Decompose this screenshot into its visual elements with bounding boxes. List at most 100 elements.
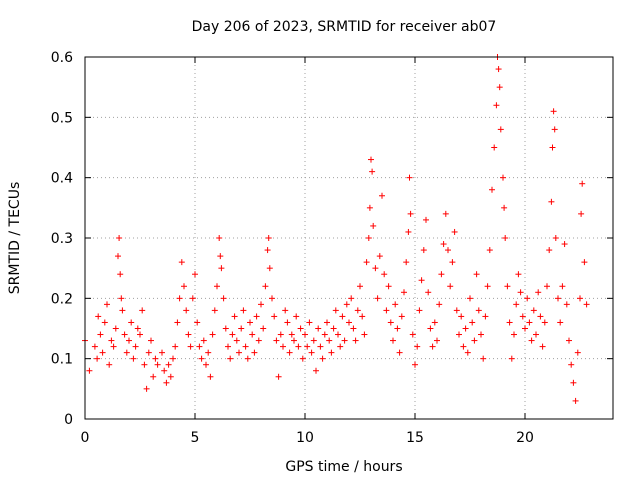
data-point xyxy=(544,283,550,290)
data-point xyxy=(557,319,564,326)
data-point xyxy=(242,343,249,350)
data-point xyxy=(244,355,251,362)
data-point xyxy=(346,319,352,326)
axis-ticks xyxy=(84,56,613,420)
data-point xyxy=(264,247,271,254)
data-point xyxy=(141,361,148,368)
data-point xyxy=(185,331,192,338)
data-point xyxy=(94,355,101,362)
data-point xyxy=(101,319,108,326)
data-point xyxy=(288,331,295,338)
data-point xyxy=(385,283,392,290)
data-point xyxy=(568,361,575,368)
data-point xyxy=(253,313,260,320)
data-point xyxy=(425,289,432,296)
data-point xyxy=(561,241,568,248)
data-point xyxy=(491,144,498,151)
data-point xyxy=(394,325,401,332)
data-point xyxy=(110,343,117,350)
data-point xyxy=(291,337,297,344)
data-point xyxy=(412,361,418,368)
data-point xyxy=(286,349,293,356)
data-point xyxy=(549,144,556,151)
data-point xyxy=(363,259,370,266)
data-point xyxy=(123,349,130,356)
data-point xyxy=(189,295,196,302)
chart-title: Day 206 of 2023, SRMTID for receiver ab0… xyxy=(192,19,497,35)
data-point xyxy=(132,343,139,350)
data-point xyxy=(152,355,159,362)
data-point xyxy=(187,343,194,350)
data-point xyxy=(119,307,126,314)
data-point xyxy=(280,343,286,350)
data-point xyxy=(335,331,341,338)
data-point xyxy=(541,319,548,326)
data-point xyxy=(517,289,524,296)
data-point xyxy=(106,361,113,368)
data-point xyxy=(299,355,306,362)
data-point xyxy=(442,210,449,217)
data-point xyxy=(330,325,337,332)
data-point xyxy=(370,222,377,229)
grid xyxy=(85,57,613,419)
data-point xyxy=(236,349,242,356)
data-point xyxy=(508,355,515,362)
data-point xyxy=(238,325,245,332)
data-point xyxy=(328,349,335,356)
data-point xyxy=(91,343,98,350)
data-point xyxy=(406,174,413,181)
data-point xyxy=(369,168,376,175)
data-point xyxy=(341,337,348,344)
data-point xyxy=(313,367,319,374)
data-point xyxy=(401,289,407,296)
x-tick-label: 15 xyxy=(406,430,424,446)
data-point xyxy=(222,325,229,332)
data-point xyxy=(489,186,495,193)
data-point xyxy=(134,325,141,332)
data-point xyxy=(165,361,172,368)
data-point xyxy=(539,343,546,350)
data-point xyxy=(407,210,414,217)
data-point xyxy=(403,259,410,266)
y-tick-label: 0.4 xyxy=(51,171,73,187)
data-point xyxy=(550,108,557,115)
data-point xyxy=(130,355,137,362)
data-point xyxy=(416,307,423,314)
data-point xyxy=(200,337,207,344)
data-point xyxy=(570,379,577,386)
data-point xyxy=(277,331,284,338)
x-tick-labels: 0 5 10 15 20 xyxy=(81,430,534,446)
data-point xyxy=(324,319,330,326)
data-point xyxy=(205,349,212,356)
data-point xyxy=(275,373,282,380)
data-point xyxy=(372,265,379,272)
data-point xyxy=(535,289,542,296)
data-point xyxy=(337,343,344,350)
data-point xyxy=(233,337,240,344)
data-point xyxy=(262,283,269,290)
data-point xyxy=(139,307,146,314)
data-point xyxy=(381,271,388,278)
data-point xyxy=(176,295,183,302)
y-tick-label: 0 xyxy=(64,412,73,428)
data-point xyxy=(159,349,165,356)
data-point xyxy=(306,319,313,326)
data-point xyxy=(332,307,339,314)
data-point xyxy=(196,343,203,350)
data-point xyxy=(269,295,275,302)
data-point xyxy=(361,331,368,338)
data-point xyxy=(95,313,102,320)
data-point xyxy=(495,66,502,73)
data-point xyxy=(469,319,476,326)
data-point xyxy=(460,343,467,350)
data-point xyxy=(293,313,300,320)
y-tick-labels: 0 0.1 0.2 0.3 0.4 0.5 0.6 xyxy=(51,50,73,428)
y-axis-label: SRMTID / TECUs xyxy=(7,182,23,295)
data-point xyxy=(449,259,456,266)
data-point xyxy=(220,295,227,302)
data-point xyxy=(522,325,528,332)
data-point xyxy=(310,337,317,344)
data-point xyxy=(154,361,161,368)
data-point xyxy=(475,307,482,314)
